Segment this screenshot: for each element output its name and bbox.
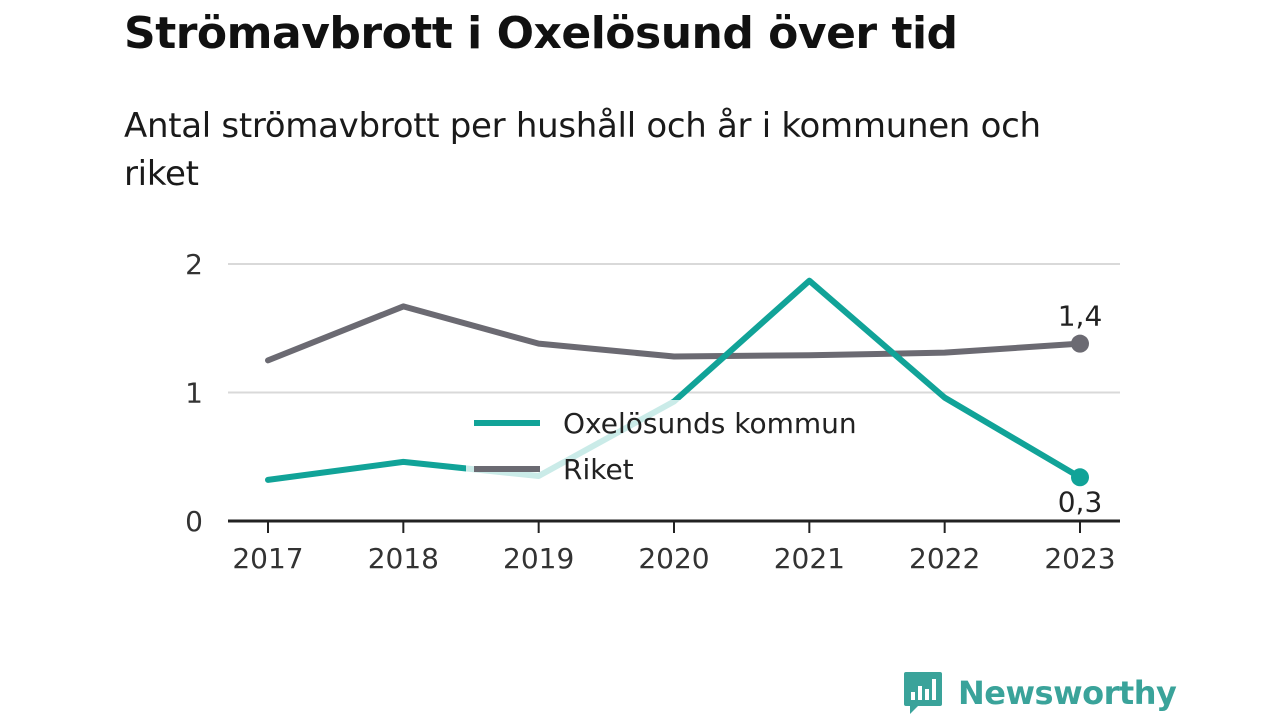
x-tick-label: 2019 xyxy=(503,542,574,575)
chart-subtitle: Antal strömavbrott per hushåll och år i … xyxy=(124,106,1041,194)
x-tick-label: 2023 xyxy=(1044,542,1115,575)
y-axis: 0 1 2 xyxy=(185,248,203,538)
x-tick-label: 2018 xyxy=(368,542,439,575)
legend-background xyxy=(466,400,878,496)
series-line xyxy=(265,303,1083,364)
series-end-marker xyxy=(1071,468,1089,487)
x-axis: 2017 2018 2019 2020 2021 2022 2023 xyxy=(228,519,1120,575)
x-tick-label: 2022 xyxy=(909,542,980,575)
end-labels: 1,4 0,3 xyxy=(1058,300,1103,519)
legend-label: Oxelösunds kommun xyxy=(563,407,857,440)
x-tick-label: 2021 xyxy=(774,542,845,575)
y-tick-label: 0 xyxy=(185,505,203,538)
newsworthy-logo-icon xyxy=(904,672,942,714)
brand: Newsworthy xyxy=(902,670,1177,716)
legend: Oxelösunds kommun Riket xyxy=(466,400,878,496)
x-tick-label: 2017 xyxy=(232,542,303,575)
series-end-marker xyxy=(1071,334,1089,353)
chart-title: Strömavbrott i Oxelösund över tid xyxy=(124,8,958,59)
riket-end-label: 1,4 xyxy=(1058,300,1103,333)
oxelosund-end-label: 0,3 xyxy=(1058,485,1103,518)
grid-lines xyxy=(228,263,1120,394)
brand-name: Newsworthy xyxy=(958,674,1177,712)
legend-label: Riket xyxy=(563,453,634,486)
y-tick-label: 1 xyxy=(185,377,203,410)
y-tick-label: 2 xyxy=(185,248,203,281)
x-tick-label: 2020 xyxy=(638,542,709,575)
